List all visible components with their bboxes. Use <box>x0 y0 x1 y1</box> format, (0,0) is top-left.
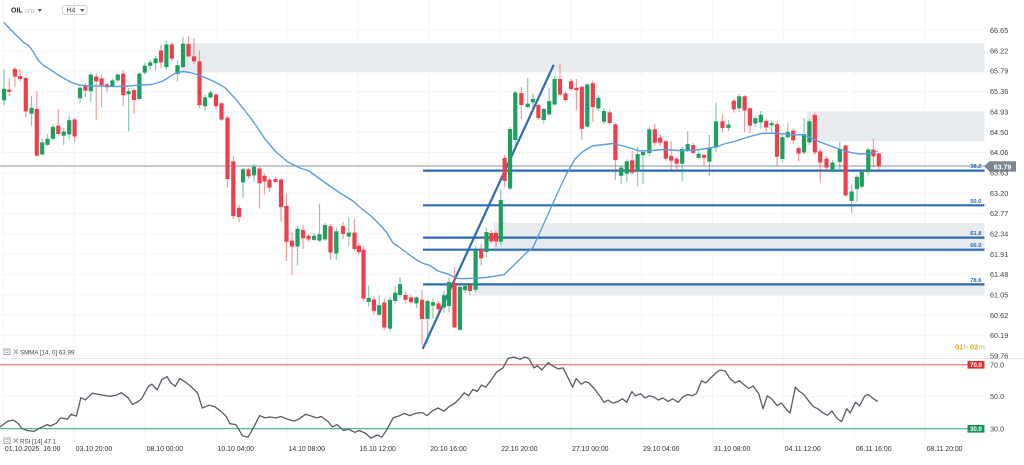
svg-text:22.10 20:00: 22.10 20:00 <box>501 446 538 453</box>
svg-text:66.65: 66.65 <box>990 26 1008 35</box>
svg-text:78.6: 78.6 <box>970 278 982 284</box>
svg-text:CFD: CFD <box>25 8 35 14</box>
svg-text:60.62: 60.62 <box>990 311 1008 320</box>
svg-text:62.34: 62.34 <box>990 230 1008 239</box>
svg-text:20.10 16:00: 20.10 16:00 <box>430 446 467 453</box>
svg-text:01h 02m: 01h 02m <box>955 343 985 352</box>
svg-text:14.10 08:00: 14.10 08:00 <box>289 446 326 453</box>
svg-text:27.10 00:00: 27.10 00:00 <box>572 446 609 453</box>
svg-text:64.50: 64.50 <box>990 128 1008 137</box>
svg-text:04.11 12:00: 04.11 12:00 <box>785 446 821 453</box>
svg-text:16.10 12:00: 16.10 12:00 <box>359 446 396 453</box>
svg-text:31.10 08:00: 31.10 08:00 <box>714 446 751 453</box>
svg-text:SMMA [14, 0] 63.99: SMMA [14, 0] 63.99 <box>20 350 75 357</box>
svg-text:61.8: 61.8 <box>970 231 982 237</box>
svg-text:61.91: 61.91 <box>990 250 1008 259</box>
svg-text:61.05: 61.05 <box>990 291 1008 300</box>
svg-text:29.10 04:00: 29.10 04:00 <box>643 446 680 453</box>
svg-text:70.0: 70.0 <box>970 363 982 369</box>
svg-text:70.0: 70.0 <box>990 360 1004 369</box>
svg-text:65.36: 65.36 <box>990 87 1008 96</box>
svg-text:63.63: 63.63 <box>990 169 1008 178</box>
svg-text:62.77: 62.77 <box>990 209 1008 218</box>
svg-text:59.76: 59.76 <box>990 352 1008 361</box>
svg-text:OIL: OIL <box>11 8 23 15</box>
svg-text:50.0: 50.0 <box>990 392 1004 401</box>
svg-text:06.11 16:00: 06.11 16:00 <box>856 446 892 453</box>
svg-text:01.10.2025 16:00: 01.10.2025 16:00 <box>5 446 61 453</box>
svg-text:64.06: 64.06 <box>990 148 1008 157</box>
svg-text:65.79: 65.79 <box>990 67 1008 76</box>
svg-text:66.22: 66.22 <box>990 46 1008 55</box>
svg-text:08.11 20:00: 08.11 20:00 <box>927 446 963 453</box>
svg-text:10.10 04:00: 10.10 04:00 <box>218 446 255 453</box>
svg-text:63.79: 63.79 <box>994 164 1012 171</box>
svg-text:08.10 00:00: 08.10 00:00 <box>147 446 184 453</box>
svg-text:RSI [14] 47.1: RSI [14] 47.1 <box>20 439 57 446</box>
svg-text:61.48: 61.48 <box>990 270 1008 279</box>
svg-text:60.19: 60.19 <box>990 331 1008 340</box>
svg-text:30.0: 30.0 <box>970 427 982 433</box>
svg-text:03.10 20:00: 03.10 20:00 <box>76 446 113 453</box>
svg-text:63.20: 63.20 <box>990 189 1008 198</box>
svg-text:H4: H4 <box>67 8 76 15</box>
svg-text:38.2: 38.2 <box>970 164 981 170</box>
svg-text:66.0: 66.0 <box>970 243 981 249</box>
svg-text:64.93: 64.93 <box>990 107 1008 116</box>
svg-text:30.0: 30.0 <box>990 424 1004 433</box>
svg-text:50.0: 50.0 <box>970 199 981 205</box>
